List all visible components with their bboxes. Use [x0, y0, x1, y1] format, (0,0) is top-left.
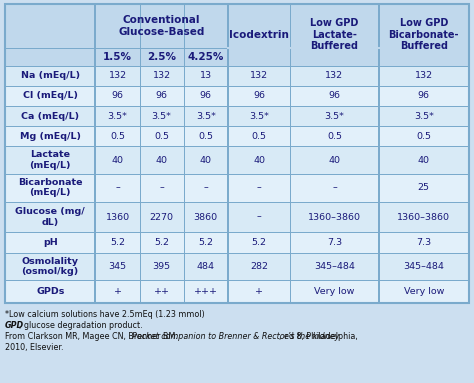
Text: 40: 40 — [200, 155, 212, 165]
Text: 40: 40 — [418, 155, 430, 165]
Text: Glucose (mg/
dL): Glucose (mg/ dL) — [15, 207, 85, 227]
Text: Mg (mEq/L): Mg (mEq/L) — [20, 132, 81, 141]
Text: 132: 132 — [109, 71, 127, 80]
Text: 345: 345 — [109, 262, 127, 271]
Text: 2010, Elsevier.: 2010, Elsevier. — [5, 343, 64, 352]
Text: Pocket companion to Brenner & Rector’s the kidney: Pocket companion to Brenner & Rector’s t… — [132, 332, 339, 341]
Text: , ed 8, Philadelphia,: , ed 8, Philadelphia, — [279, 332, 358, 341]
Text: 3.5*: 3.5* — [152, 111, 172, 121]
Text: Cl (mEq/L): Cl (mEq/L) — [23, 92, 78, 100]
Text: –: – — [256, 183, 262, 192]
Bar — [5, 201, 469, 232]
Bar — [228, 48, 469, 66]
Text: 40: 40 — [111, 155, 124, 165]
Text: 0.5: 0.5 — [110, 132, 125, 141]
Bar — [5, 4, 469, 303]
Text: , glucose degradation product.: , glucose degradation product. — [19, 321, 143, 330]
Text: GPD: GPD — [5, 321, 24, 330]
Text: 0.5: 0.5 — [154, 132, 169, 141]
Text: –: – — [332, 183, 337, 192]
Text: Ca (mEq/L): Ca (mEq/L) — [21, 111, 79, 121]
Text: 96: 96 — [418, 92, 430, 100]
Text: 0.5: 0.5 — [416, 132, 431, 141]
Text: 2.5%: 2.5% — [147, 52, 176, 62]
Text: 7.3: 7.3 — [327, 238, 342, 247]
Text: 1360: 1360 — [105, 213, 129, 221]
Text: 132: 132 — [415, 71, 433, 80]
Text: 96: 96 — [111, 92, 124, 100]
Text: Conventional
Glucose-Based: Conventional Glucose-Based — [118, 15, 205, 37]
Text: 1.5%: 1.5% — [103, 52, 132, 62]
Text: 40: 40 — [253, 155, 265, 165]
Text: 13: 13 — [200, 71, 212, 80]
Bar — [5, 174, 469, 201]
Text: 3.5*: 3.5* — [196, 111, 216, 121]
Text: Na (mEq/L): Na (mEq/L) — [21, 71, 80, 80]
Text: 5.2: 5.2 — [252, 238, 266, 247]
Text: 3.5*: 3.5* — [108, 111, 128, 121]
Text: 395: 395 — [153, 262, 171, 271]
Text: Osmolality
(osmol/kg): Osmolality (osmol/kg) — [22, 257, 79, 276]
Text: Bicarbonate
(mEq/L): Bicarbonate (mEq/L) — [18, 178, 82, 198]
Bar — [5, 4, 469, 66]
Text: 132: 132 — [325, 71, 344, 80]
Text: 345–484: 345–484 — [314, 262, 355, 271]
Text: 96: 96 — [155, 92, 168, 100]
Text: 484: 484 — [197, 262, 215, 271]
Text: 40: 40 — [155, 155, 168, 165]
Text: 1360–3860: 1360–3860 — [308, 213, 361, 221]
Text: From Clarkson MR, Magee CN, Brenner BM:: From Clarkson MR, Magee CN, Brenner BM: — [5, 332, 181, 341]
Bar — [5, 232, 469, 253]
Text: 5.2: 5.2 — [198, 238, 213, 247]
Text: Lactate
(mEq/L): Lactate (mEq/L) — [29, 151, 71, 170]
Text: 5.2: 5.2 — [110, 238, 125, 247]
Text: 40: 40 — [328, 155, 340, 165]
Text: Icodextrin: Icodextrin — [229, 30, 289, 40]
Text: –: – — [159, 183, 164, 192]
Text: –: – — [115, 183, 120, 192]
Bar — [5, 66, 469, 86]
Text: Low GPD
Lactate-
Buffered: Low GPD Lactate- Buffered — [310, 18, 359, 51]
Bar — [5, 126, 469, 146]
Text: 25: 25 — [418, 183, 430, 192]
Text: GPDs: GPDs — [36, 287, 64, 296]
Bar — [5, 106, 469, 126]
Text: *Low calcium solutions have 2.5mEq (1.23 mmol): *Low calcium solutions have 2.5mEq (1.23… — [5, 310, 205, 319]
Text: 4.25%: 4.25% — [188, 52, 224, 62]
Text: 3.5*: 3.5* — [325, 111, 345, 121]
Text: 132: 132 — [153, 71, 171, 80]
Text: Very low: Very low — [403, 287, 444, 296]
Text: 0.5: 0.5 — [252, 132, 266, 141]
Text: 7.3: 7.3 — [416, 238, 431, 247]
Text: +: + — [255, 287, 263, 296]
Text: +: + — [113, 287, 121, 296]
Text: 96: 96 — [328, 92, 340, 100]
Text: Very low: Very low — [314, 287, 355, 296]
Text: 2270: 2270 — [150, 213, 173, 221]
Text: 3860: 3860 — [193, 213, 218, 221]
Bar — [5, 146, 469, 174]
Text: 0.5: 0.5 — [327, 132, 342, 141]
Bar — [5, 86, 469, 106]
Text: Low GPD
Bicarbonate-
Buffered: Low GPD Bicarbonate- Buffered — [389, 18, 459, 51]
Text: 96: 96 — [253, 92, 265, 100]
Bar — [5, 4, 469, 303]
Bar — [5, 253, 469, 280]
Text: –: – — [256, 213, 262, 221]
Text: ++: ++ — [154, 287, 170, 296]
Text: +++: +++ — [194, 287, 218, 296]
Text: –: – — [203, 183, 208, 192]
Text: 132: 132 — [250, 71, 268, 80]
Text: 5.2: 5.2 — [154, 238, 169, 247]
Text: 3.5*: 3.5* — [414, 111, 434, 121]
Text: 0.5: 0.5 — [198, 132, 213, 141]
Text: 282: 282 — [250, 262, 268, 271]
Text: 345–484: 345–484 — [403, 262, 444, 271]
Text: 1360–3860: 1360–3860 — [397, 213, 450, 221]
Bar — [5, 280, 469, 303]
Text: 96: 96 — [200, 92, 212, 100]
Text: pH: pH — [43, 238, 58, 247]
Text: 3.5*: 3.5* — [249, 111, 269, 121]
